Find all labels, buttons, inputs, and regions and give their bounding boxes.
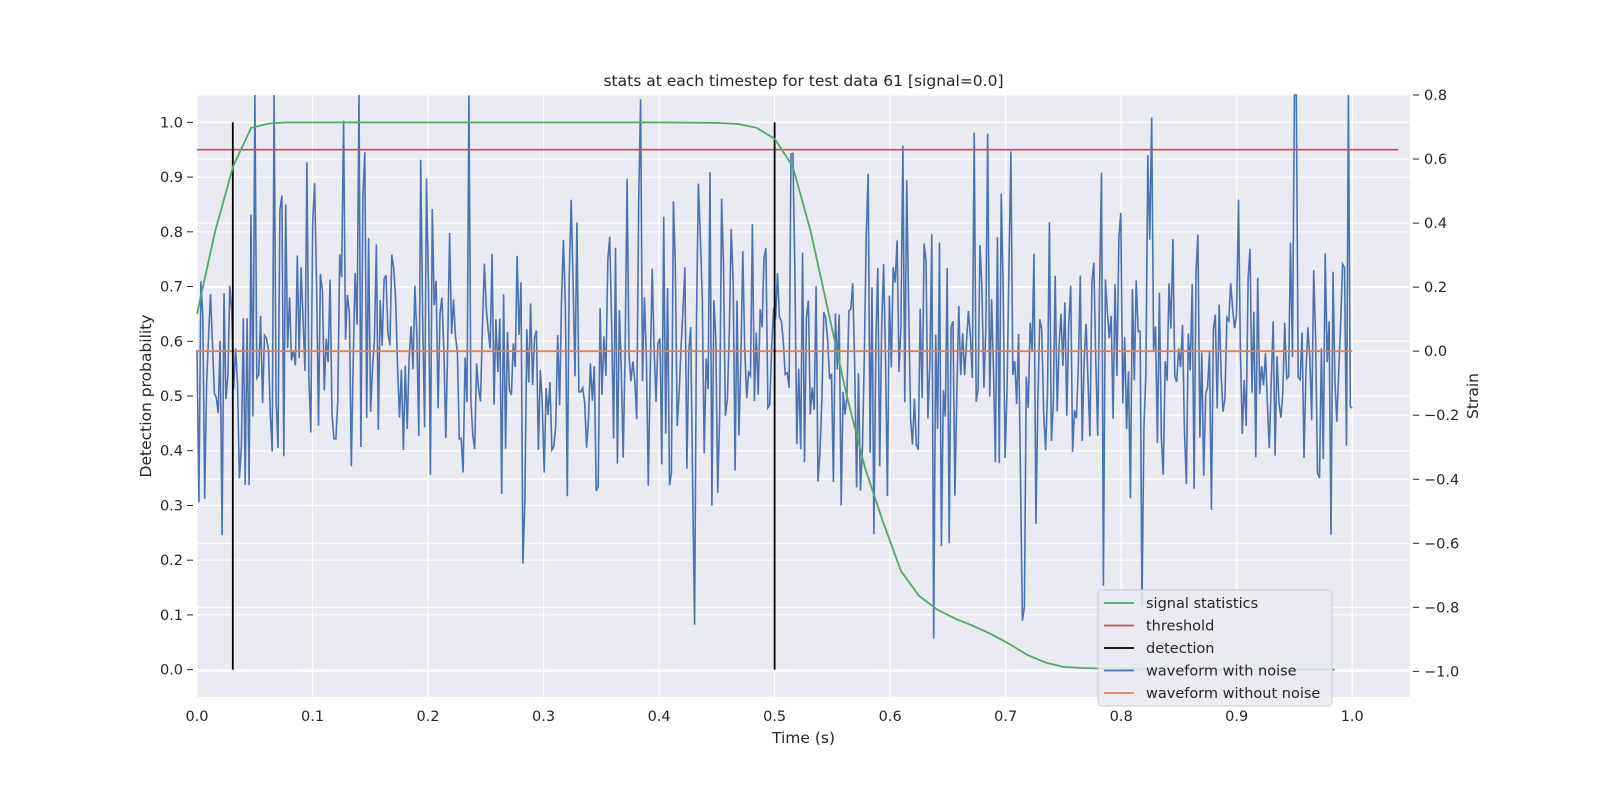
- y-tick-label: 0.0: [160, 663, 183, 679]
- y-tick-label: 0.1: [160, 608, 183, 624]
- legend-label: waveform with noise: [1146, 664, 1297, 680]
- signal-statistics-line: [196, 121, 1335, 671]
- y-right-tick-label: −1.0: [1424, 664, 1459, 680]
- series-layer: [196, 94, 1399, 671]
- y-right-tick-label: −0.2: [1424, 408, 1459, 424]
- x-tick-label: 1.0: [1341, 709, 1364, 725]
- y-right-tick-label: 0.8: [1424, 88, 1447, 104]
- x-tick-label: 0.0: [185, 709, 208, 725]
- y-right-tick-label: 0.4: [1424, 216, 1447, 232]
- y-axis-right-label: Strain: [1464, 373, 1482, 419]
- y-tick-label: 0.9: [160, 170, 183, 186]
- legend: signal statistics threshold detection wavef…: [1097, 589, 1333, 707]
- x-tick-label: 0.1: [301, 709, 324, 725]
- y-tick-label: 0.5: [160, 389, 183, 405]
- legend-label: threshold: [1146, 619, 1214, 635]
- legend-label: signal statistics: [1146, 596, 1258, 612]
- x-tick-label: 0.2: [417, 709, 440, 725]
- x-tick-label: 0.5: [763, 709, 786, 725]
- x-tick-label: 0.4: [648, 709, 671, 725]
- y-tick-label: 0.3: [160, 498, 183, 514]
- y-right-tick-label: 0.6: [1424, 152, 1447, 168]
- y-right-tick-label: 0.2: [1424, 280, 1447, 296]
- x-tick-label: 0.8: [1110, 709, 1133, 725]
- y-tick-label: 1.0: [160, 115, 183, 131]
- y-tick-label: 0.7: [160, 280, 183, 296]
- legend-label: detection: [1146, 641, 1214, 657]
- legend-box: [1097, 589, 1333, 707]
- x-tick-label: 0.3: [532, 709, 555, 725]
- x-tick-label: 0.7: [994, 709, 1017, 725]
- chart-title: stats at each timestep for test data 61 …: [603, 72, 1003, 90]
- y-tick-label: 0.8: [160, 225, 183, 241]
- y-tick-label: 0.2: [160, 553, 183, 569]
- y-axis-label: Detection probability: [137, 315, 155, 478]
- y-right-tick-label: −0.6: [1424, 536, 1459, 552]
- y-right-tick-label: 0.0: [1424, 344, 1447, 360]
- y-right-tick-label: −0.8: [1424, 600, 1459, 616]
- x-tick-label: 0.9: [1225, 709, 1248, 725]
- y-tick-label: 0.6: [160, 334, 183, 350]
- y-tick-label: 0.4: [160, 444, 183, 460]
- x-tick-label: 0.6: [879, 709, 902, 725]
- y-right-tick-label: −0.4: [1424, 472, 1459, 488]
- legend-label: waveform without noise: [1146, 686, 1320, 702]
- x-axis-label: Time (s): [771, 729, 835, 747]
- axes: 0.0 0.1 0.2 0.3 0.4 0.5 0.6 0.7 0.8 0.9 1.0 0.0 0.1 0…: [160, 88, 1459, 725]
